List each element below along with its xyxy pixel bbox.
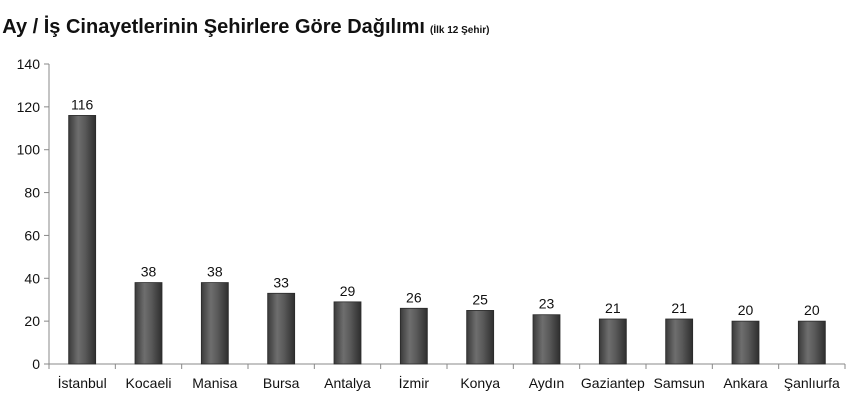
bar-value-label: 20 [804, 302, 820, 318]
y-tick-label: 20 [24, 313, 40, 329]
chart-subtitle: (İlk 12 Şehir) [430, 23, 489, 36]
x-tick-label: Gaziantep [581, 375, 645, 391]
x-tick-label: Bursa [263, 375, 300, 391]
bar [68, 115, 97, 365]
x-tick-label: Antalya [324, 375, 371, 391]
bar [598, 318, 627, 365]
bar [466, 310, 495, 365]
y-tick-label: 40 [24, 270, 40, 286]
bar [134, 282, 163, 365]
bar-value-label: 38 [141, 264, 157, 280]
x-tick-label: Ankara [723, 375, 768, 391]
x-tick-label: Şanlıurfa [784, 375, 840, 391]
bar [333, 301, 362, 365]
chart-title: 2018 İlk Altı Ay / İş Cinayetlerinin Şeh… [0, 15, 425, 38]
bars [68, 115, 826, 365]
bar [200, 282, 229, 365]
bar-value-label: 29 [340, 283, 356, 299]
y-tick-label: 60 [24, 227, 40, 243]
bar-value-label: 23 [539, 296, 555, 312]
plot-area: 0 20 40 60 80 100 120 140 116 38 38 33 29 26 25 23 21 21… [17, 56, 846, 391]
bar-value-label: 21 [605, 300, 621, 316]
x-tick-label: Kocaeli [126, 375, 172, 391]
x-tick-label: Manisa [192, 375, 237, 391]
bar-value-label: 116 [71, 96, 94, 112]
y-tick-label: 120 [17, 99, 41, 115]
bar [399, 307, 428, 365]
bar-value-label: 20 [738, 302, 754, 318]
x-ticks: İstanbul Kocaeli Manisa Bursa Antalya İzmir Ko… [48, 364, 846, 391]
bar-value-label: 38 [207, 264, 223, 280]
y-tick-label: 100 [17, 142, 41, 158]
bar [665, 318, 694, 365]
chart-title-group: 2018 İlk Altı Ay / İş Cinayetlerinin Şeh… [0, 15, 489, 38]
bar [731, 320, 760, 365]
data-labels: 116 38 38 33 29 26 25 23 21 21 20 20 [71, 96, 820, 318]
x-tick-label: İstanbul [58, 374, 107, 391]
bar [797, 320, 826, 365]
x-tick-label: Aydın [529, 375, 565, 391]
bar [532, 314, 561, 365]
x-tick-label: Samsun [653, 375, 704, 391]
y-tick-label: 0 [32, 356, 40, 372]
bar-value-label: 33 [273, 274, 289, 290]
bar-value-label: 26 [406, 289, 422, 305]
y-tick-label: 140 [17, 56, 41, 72]
bar-value-label: 25 [472, 291, 488, 307]
y-tick-label: 80 [24, 185, 40, 201]
bar [267, 292, 296, 365]
x-tick-label: İzmir [399, 374, 430, 391]
y-ticks: 0 20 40 60 80 100 120 140 [17, 56, 49, 372]
bar-value-label: 21 [671, 300, 687, 316]
x-tick-label: Konya [460, 375, 500, 391]
